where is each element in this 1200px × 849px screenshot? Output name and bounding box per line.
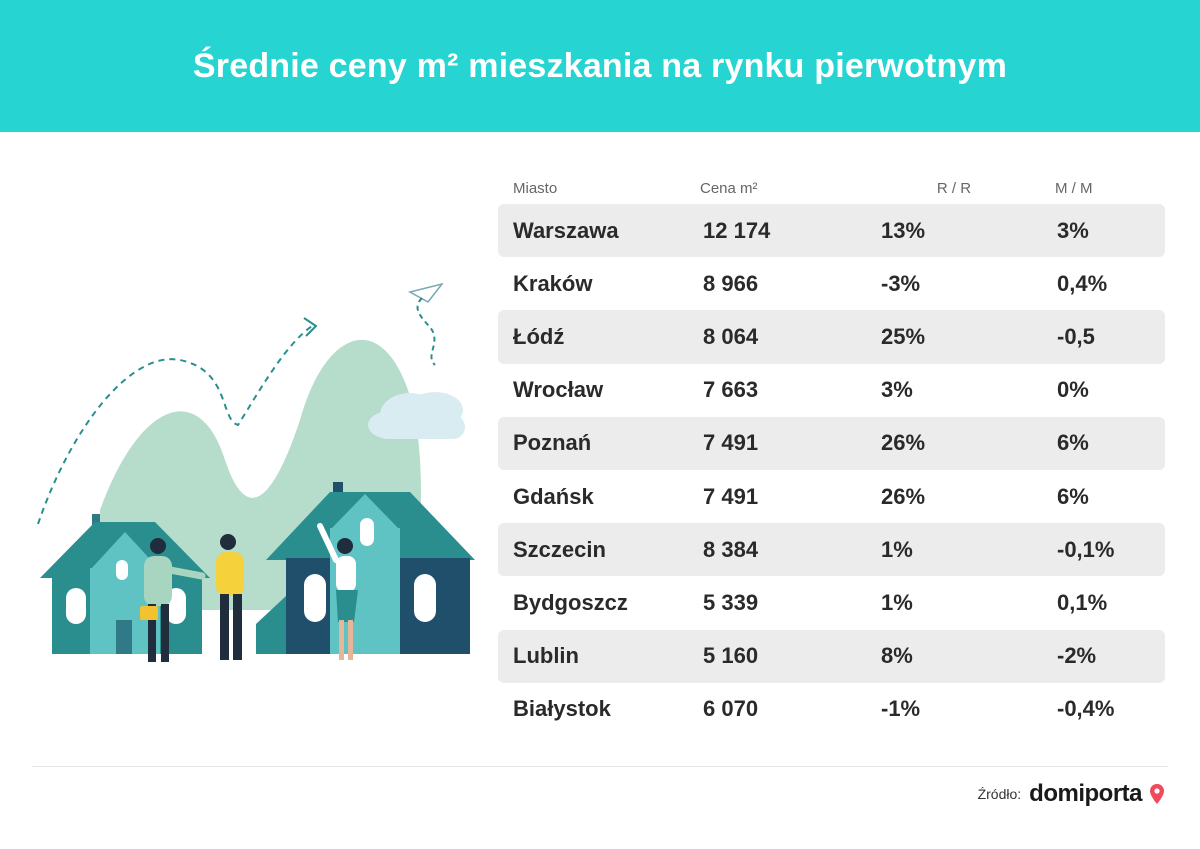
cell-price: 7 491 xyxy=(703,430,759,456)
location-pin-icon xyxy=(1150,784,1164,804)
cell-mom: 6% xyxy=(1057,430,1089,456)
cell-city: Poznań xyxy=(513,430,592,456)
cell-yoy: -1% xyxy=(881,696,921,722)
cell-city: Lublin xyxy=(513,643,579,669)
cell-mom: -0,4% xyxy=(1057,696,1115,722)
dashed-arrow-icon xyxy=(37,325,313,525)
table-row: Gdańsk 7 491 26% 6% xyxy=(498,470,1165,523)
man-in-yellow xyxy=(216,534,244,660)
source-label: Źródło: xyxy=(977,786,1022,802)
cell-yoy: 1% xyxy=(881,589,913,615)
page-title: Średnie ceny m² mieszkania na rynku pier… xyxy=(192,46,1008,85)
cell-mom: 6% xyxy=(1057,483,1089,509)
cell-mom: 0,4% xyxy=(1057,270,1108,296)
cell-price: 8 384 xyxy=(703,536,759,562)
cell-yoy: 13% xyxy=(881,217,926,243)
cell-price: 8 966 xyxy=(703,270,759,296)
col-header-yoy: R / R xyxy=(936,179,972,197)
cell-city: Białystok xyxy=(513,696,611,722)
price-table: Miasto Cena m² R / R M / M Warszawa 12 1… xyxy=(498,172,1165,736)
cell-mom: -0,5 xyxy=(1057,323,1095,349)
table-row: Lublin 5 160 8% -2% xyxy=(498,629,1165,683)
cell-yoy: 25% xyxy=(881,323,926,349)
cell-mom: -2% xyxy=(1057,643,1097,669)
man-with-briefcase xyxy=(140,538,206,662)
cell-price: 12 174 xyxy=(703,217,771,243)
table-row: Łódź 8 064 25% -0,5 xyxy=(498,310,1165,364)
paper-plane-icon xyxy=(407,282,444,366)
table-row: Wrocław 7 663 3% 0% xyxy=(498,364,1165,417)
cell-city: Gdańsk xyxy=(513,483,594,509)
cell-price: 5 339 xyxy=(703,589,759,615)
cell-price: 5 160 xyxy=(703,643,759,669)
cell-mom: -0,1% xyxy=(1057,536,1115,562)
table-row: Białystok 6 070 -1% -0,4% xyxy=(498,683,1165,736)
cell-yoy: 3% xyxy=(881,377,913,403)
cell-price: 6 070 xyxy=(703,696,759,722)
cell-city: Bydgoszcz xyxy=(513,589,628,615)
woman-pointing xyxy=(317,523,358,660)
footer-divider xyxy=(32,766,1168,767)
cell-city: Wrocław xyxy=(513,377,604,403)
source-credit: Źródło: domiporta xyxy=(978,780,1164,808)
cell-mom: 0,1% xyxy=(1057,589,1108,615)
cell-yoy: 26% xyxy=(881,483,926,509)
cell-yoy: 26% xyxy=(881,430,926,456)
cell-mom: 0% xyxy=(1057,377,1089,403)
cell-city: Warszawa xyxy=(513,217,619,243)
brand-logo-text: domiporta xyxy=(1029,780,1142,807)
table-row: Kraków 8 966 -3% 0,4% xyxy=(498,257,1165,310)
houses-illustration xyxy=(37,282,475,662)
col-header-mom: M / M xyxy=(1055,179,1093,197)
cell-price: 7 663 xyxy=(703,377,759,403)
col-header-city: Miasto xyxy=(513,179,558,197)
cell-yoy: 1% xyxy=(881,536,913,562)
cell-city: Łódź xyxy=(513,323,565,349)
cell-city: Szczecin xyxy=(513,536,606,562)
table-header: Miasto Cena m² R / R M / M xyxy=(498,172,1165,204)
col-header-price: Cena m² xyxy=(700,179,758,197)
cell-yoy: 8% xyxy=(881,643,913,669)
table-row: Bydgoszcz 5 339 1% 0,1% xyxy=(498,576,1165,629)
table-row: Poznań 7 491 26% 6% xyxy=(498,416,1165,470)
cell-mom: 3% xyxy=(1057,217,1089,243)
header-banner: Średnie ceny m² mieszkania na rynku pier… xyxy=(0,0,1200,132)
cell-yoy: -3% xyxy=(881,270,921,296)
table-row: Szczecin 8 384 1% -0,1% xyxy=(498,523,1165,577)
cell-price: 7 491 xyxy=(703,483,759,509)
cell-city: Kraków xyxy=(513,270,593,296)
table-row: Warszawa 12 174 13% 3% xyxy=(498,204,1165,258)
cell-price: 8 064 xyxy=(703,323,759,349)
cloud-icon xyxy=(368,392,465,439)
